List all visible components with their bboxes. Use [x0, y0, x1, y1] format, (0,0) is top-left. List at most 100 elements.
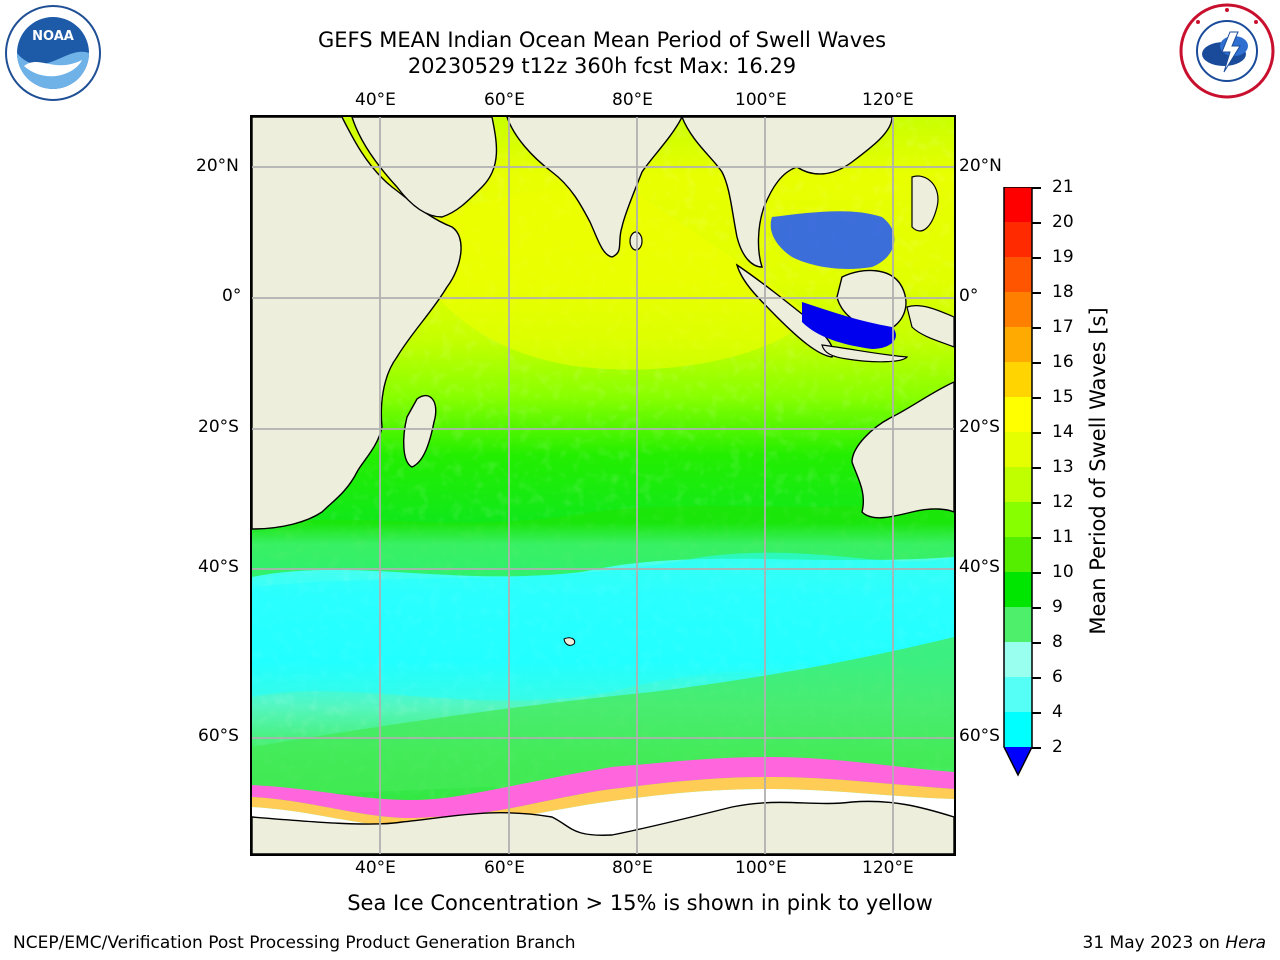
colorbar-tick-mark — [1032, 222, 1041, 224]
lat-label-right: 0° — [959, 286, 979, 306]
colorbar-tick-mark — [1032, 537, 1041, 539]
sumatra-land — [735, 263, 834, 358]
java-sea-shallow — [802, 302, 896, 349]
swell-band-southern — [252, 637, 954, 797]
colorbar-tick-label: 21 — [1052, 177, 1074, 197]
colorbar-tick-label: 11 — [1052, 527, 1074, 547]
colorbar-tick-mark — [1032, 432, 1041, 434]
se-asia-land — [681, 117, 893, 268]
map-canvas — [252, 117, 954, 854]
colorbar-segment — [1004, 397, 1032, 432]
lon-label-bottom: 40°E — [355, 858, 396, 878]
lat-label-right: 20°N — [959, 156, 1002, 176]
footer-machine: Hera — [1225, 933, 1266, 953]
sea-ice-caption: Sea Ice Concentration > 15% is shown in … — [347, 891, 933, 915]
colorbar-segment — [1004, 187, 1032, 222]
colorbar-tick-mark — [1032, 677, 1041, 679]
colorbar-tick-label: 19 — [1052, 247, 1074, 267]
colorbar-segment — [1004, 292, 1032, 327]
colorbar-tick-mark — [1032, 187, 1041, 189]
lon-label-top: 60°E — [484, 90, 525, 110]
lat-label-left: 0° — [222, 286, 242, 306]
colorbar-tick-mark — [1032, 467, 1041, 469]
colorbar-graphic — [1003, 186, 1033, 777]
lon-label-bottom: 80°E — [612, 858, 653, 878]
colorbar-segment — [1004, 572, 1032, 607]
lat-label-right: 40°S — [959, 557, 1000, 577]
colorbar-label: Mean Period of Swell Waves [s] — [1086, 307, 1110, 635]
africa-land — [252, 117, 462, 530]
colorbar-tick-label: 15 — [1052, 387, 1074, 407]
colorbar-tick-label: 6 — [1052, 667, 1063, 687]
colorbar-tick-label: 2 — [1052, 737, 1063, 757]
noaa-logo-text: NOAA — [32, 29, 74, 44]
sea-ice-edge-pink — [252, 757, 954, 819]
footer-date: 31 May 2023 on Hera — [1083, 932, 1267, 954]
australia-land — [851, 381, 954, 519]
colorbar-tick-mark — [1032, 502, 1041, 504]
lat-label-left: 20°N — [196, 156, 239, 176]
footer-date-text: 31 May 2023 on — [1082, 933, 1226, 953]
swell-band-cyan — [252, 552, 954, 701]
colorbar-segment — [1004, 467, 1032, 502]
colorbar-tick-mark — [1032, 362, 1041, 364]
lon-label-top: 80°E — [612, 90, 653, 110]
colorbar-tick-mark — [1032, 292, 1041, 294]
colorbar-tick-mark — [1032, 712, 1041, 714]
lon-label-top: 40°E — [355, 90, 396, 110]
lat-label-left: 40°S — [198, 557, 239, 577]
colorbar-segment — [1004, 712, 1032, 747]
colorbar-tick-mark — [1032, 607, 1041, 609]
colorbar-tick-label: 16 — [1052, 352, 1074, 372]
antarctica-land — [252, 800, 954, 854]
madagascar-land — [403, 394, 437, 468]
sri-lanka-land — [629, 231, 643, 251]
colorbar-tick-mark — [1032, 572, 1041, 574]
colorbar-segment — [1004, 607, 1032, 642]
map-panel — [250, 115, 956, 856]
chart-subtitle: 20230529 t12z 360h fcst Max: 16.29 — [407, 54, 797, 78]
colorbar-segment — [1004, 502, 1032, 537]
lat-label-left: 20°S — [198, 417, 239, 437]
colorbar-tick-label: 18 — [1052, 282, 1074, 302]
colorbar-extend-triangle — [1004, 747, 1032, 775]
colorbar-tick-mark — [1032, 397, 1041, 399]
colorbar-segment — [1004, 362, 1032, 397]
lat-label-left: 60°S — [198, 726, 239, 746]
kerguelen-land — [563, 637, 576, 646]
south-china-sea — [770, 211, 895, 269]
colorbar-tick-mark — [1032, 747, 1041, 749]
lon-label-bottom: 60°E — [484, 858, 525, 878]
colorbar-segment — [1004, 677, 1032, 712]
colorbar-segment — [1004, 432, 1032, 467]
colorbar-segment — [1004, 257, 1032, 292]
colorbar-tick-label: 14 — [1052, 422, 1074, 442]
noaa-logo: NOAA — [4, 4, 102, 102]
colorbar-tick-label: 20 — [1052, 212, 1074, 232]
colorbar-outline — [1003, 186, 1033, 777]
colorbar-tick-label: 17 — [1052, 317, 1074, 337]
colorbar-tick-label: 9 — [1052, 597, 1063, 617]
gridlines — [252, 117, 954, 854]
lon-label-bottom: 100°E — [735, 858, 787, 878]
lat-label-right: 20°S — [959, 417, 1000, 437]
colorbar-segment — [1004, 642, 1032, 677]
colorbar-tick-label: 12 — [1052, 492, 1074, 512]
colorbar-tick-mark — [1032, 257, 1041, 259]
lon-label-bottom: 120°E — [862, 858, 914, 878]
nws-logo — [1178, 2, 1276, 100]
colorbar-segment — [1004, 537, 1032, 572]
colorbar — [1000, 186, 1040, 787]
colorbar-tick-label: 10 — [1052, 562, 1074, 582]
sulawesi-land — [906, 305, 954, 348]
lat-label-right: 60°S — [959, 726, 1000, 746]
india-land — [506, 117, 683, 258]
footer-credit: NCEP/EMC/Verification Post Processing Pr… — [13, 933, 576, 953]
philippines-land — [911, 175, 939, 232]
lon-label-top: 100°E — [735, 90, 787, 110]
colorbar-tick-label: 13 — [1052, 457, 1074, 477]
colorbar-tick-label: 4 — [1052, 702, 1063, 722]
lon-label-top: 120°E — [862, 90, 914, 110]
swell-yellow-core — [402, 189, 812, 370]
chart-title: GEFS MEAN Indian Ocean Mean Period of Sw… — [317, 28, 887, 52]
